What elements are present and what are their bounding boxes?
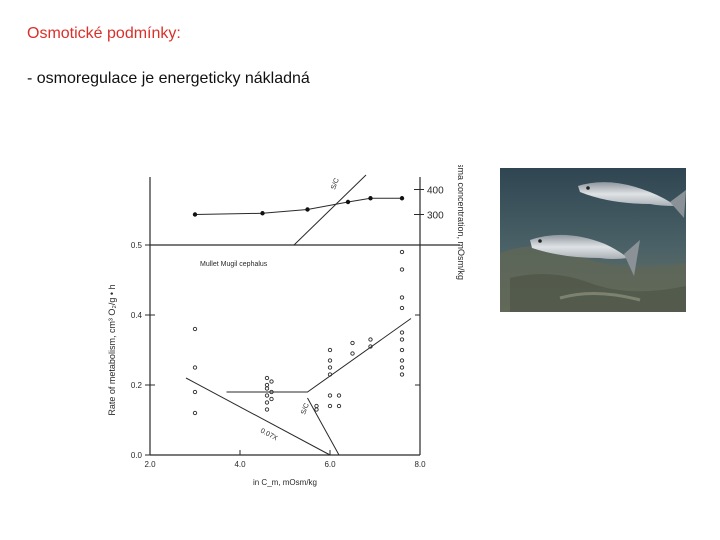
species-label: Mullet Mugil cephalus bbox=[200, 261, 268, 268]
metabolism-point bbox=[327, 403, 333, 409]
metabolism-point bbox=[264, 386, 270, 391]
metabolism-point bbox=[399, 365, 405, 370]
plasma-series-line bbox=[194, 197, 402, 215]
plasma-point bbox=[192, 212, 198, 217]
metabolism-point bbox=[336, 403, 342, 409]
plasma-steep-line bbox=[293, 174, 367, 246]
metabolism-point bbox=[368, 344, 373, 349]
metabolism-point bbox=[327, 358, 333, 363]
metabolism-point bbox=[327, 372, 333, 377]
y-tick-label: 0.4 bbox=[131, 311, 143, 320]
y-tick-label: 0.2 bbox=[131, 381, 143, 390]
metabolism-point bbox=[314, 403, 319, 409]
plasma-tick-label: 300 bbox=[427, 211, 444, 222]
annotation-slope: 0.07X bbox=[259, 428, 279, 443]
x-axis-label: in C_m, mOsm/kg bbox=[253, 478, 317, 487]
metabolism-point bbox=[399, 305, 405, 311]
metabolism-point bbox=[399, 295, 405, 300]
metabolism-point bbox=[327, 347, 333, 353]
metabolism-point bbox=[264, 407, 270, 412]
y-tick-label: 0.0 bbox=[131, 451, 143, 460]
mullet-fish-upper bbox=[578, 182, 686, 218]
fit-line bbox=[226, 318, 412, 393]
plasma-point bbox=[305, 207, 310, 212]
metabolism-point bbox=[269, 396, 274, 402]
metabolism-point bbox=[350, 340, 355, 346]
metabolism-point bbox=[399, 358, 405, 363]
plasma-point bbox=[368, 196, 373, 201]
x-tick-label: 2.0 bbox=[144, 460, 156, 469]
mullet-fish-photo bbox=[500, 168, 686, 312]
metabolism-point bbox=[327, 365, 333, 370]
bullet-text: - osmoregulace je energeticky nákladná bbox=[27, 70, 310, 87]
plasma-tick-label: 400 bbox=[427, 186, 444, 197]
metabolism-point bbox=[192, 389, 198, 395]
fit-line bbox=[185, 377, 331, 456]
metabolism-point bbox=[192, 326, 198, 332]
metabolism-point bbox=[399, 267, 405, 272]
metabolism-point bbox=[264, 375, 270, 381]
metabolism-point bbox=[399, 372, 405, 377]
x-tick-label: 4.0 bbox=[234, 460, 246, 469]
metabolism-point bbox=[264, 393, 270, 398]
annotation-lower-sc: S/C bbox=[300, 402, 311, 415]
plasma-axis-label: Plasma concentration, mOsm/kg bbox=[456, 165, 466, 280]
fit-line-steep bbox=[307, 397, 340, 456]
metabolism-point bbox=[192, 365, 198, 370]
metabolism-point bbox=[399, 330, 405, 335]
metabolism-point bbox=[399, 347, 405, 353]
metabolism-chart: 2.0 4.0 6.0 8.0 0.0 0.2 0.4 0.5 300 400 Rate of … bbox=[107, 165, 466, 487]
metabolism-point bbox=[350, 351, 355, 356]
plasma-point bbox=[345, 199, 351, 205]
metabolism-point bbox=[264, 382, 270, 388]
metabolism-point bbox=[264, 400, 270, 405]
plasma-point bbox=[260, 211, 265, 216]
metabolism-point bbox=[399, 249, 405, 255]
plasma-point bbox=[399, 196, 405, 201]
y-tick-label: 0.5 bbox=[131, 241, 143, 250]
metabolism-point bbox=[269, 389, 274, 395]
metabolism-point bbox=[368, 337, 373, 342]
x-tick-label: 8.0 bbox=[414, 460, 426, 469]
annotation-upper: S/C bbox=[330, 177, 341, 190]
metabolism-point bbox=[336, 393, 342, 398]
y-axis-label: Rate of metabolism, cm³ O₂/g • h bbox=[107, 284, 117, 415]
slide-title: Osmotické podmínky: bbox=[27, 25, 181, 42]
x-tick-label: 6.0 bbox=[324, 460, 336, 469]
metabolism-point bbox=[269, 379, 274, 384]
metabolism-point bbox=[399, 337, 405, 342]
mullet-fish-lower bbox=[530, 234, 640, 276]
metabolism-point bbox=[327, 393, 333, 398]
metabolism-point bbox=[314, 407, 319, 412]
metabolism-point bbox=[192, 410, 198, 416]
